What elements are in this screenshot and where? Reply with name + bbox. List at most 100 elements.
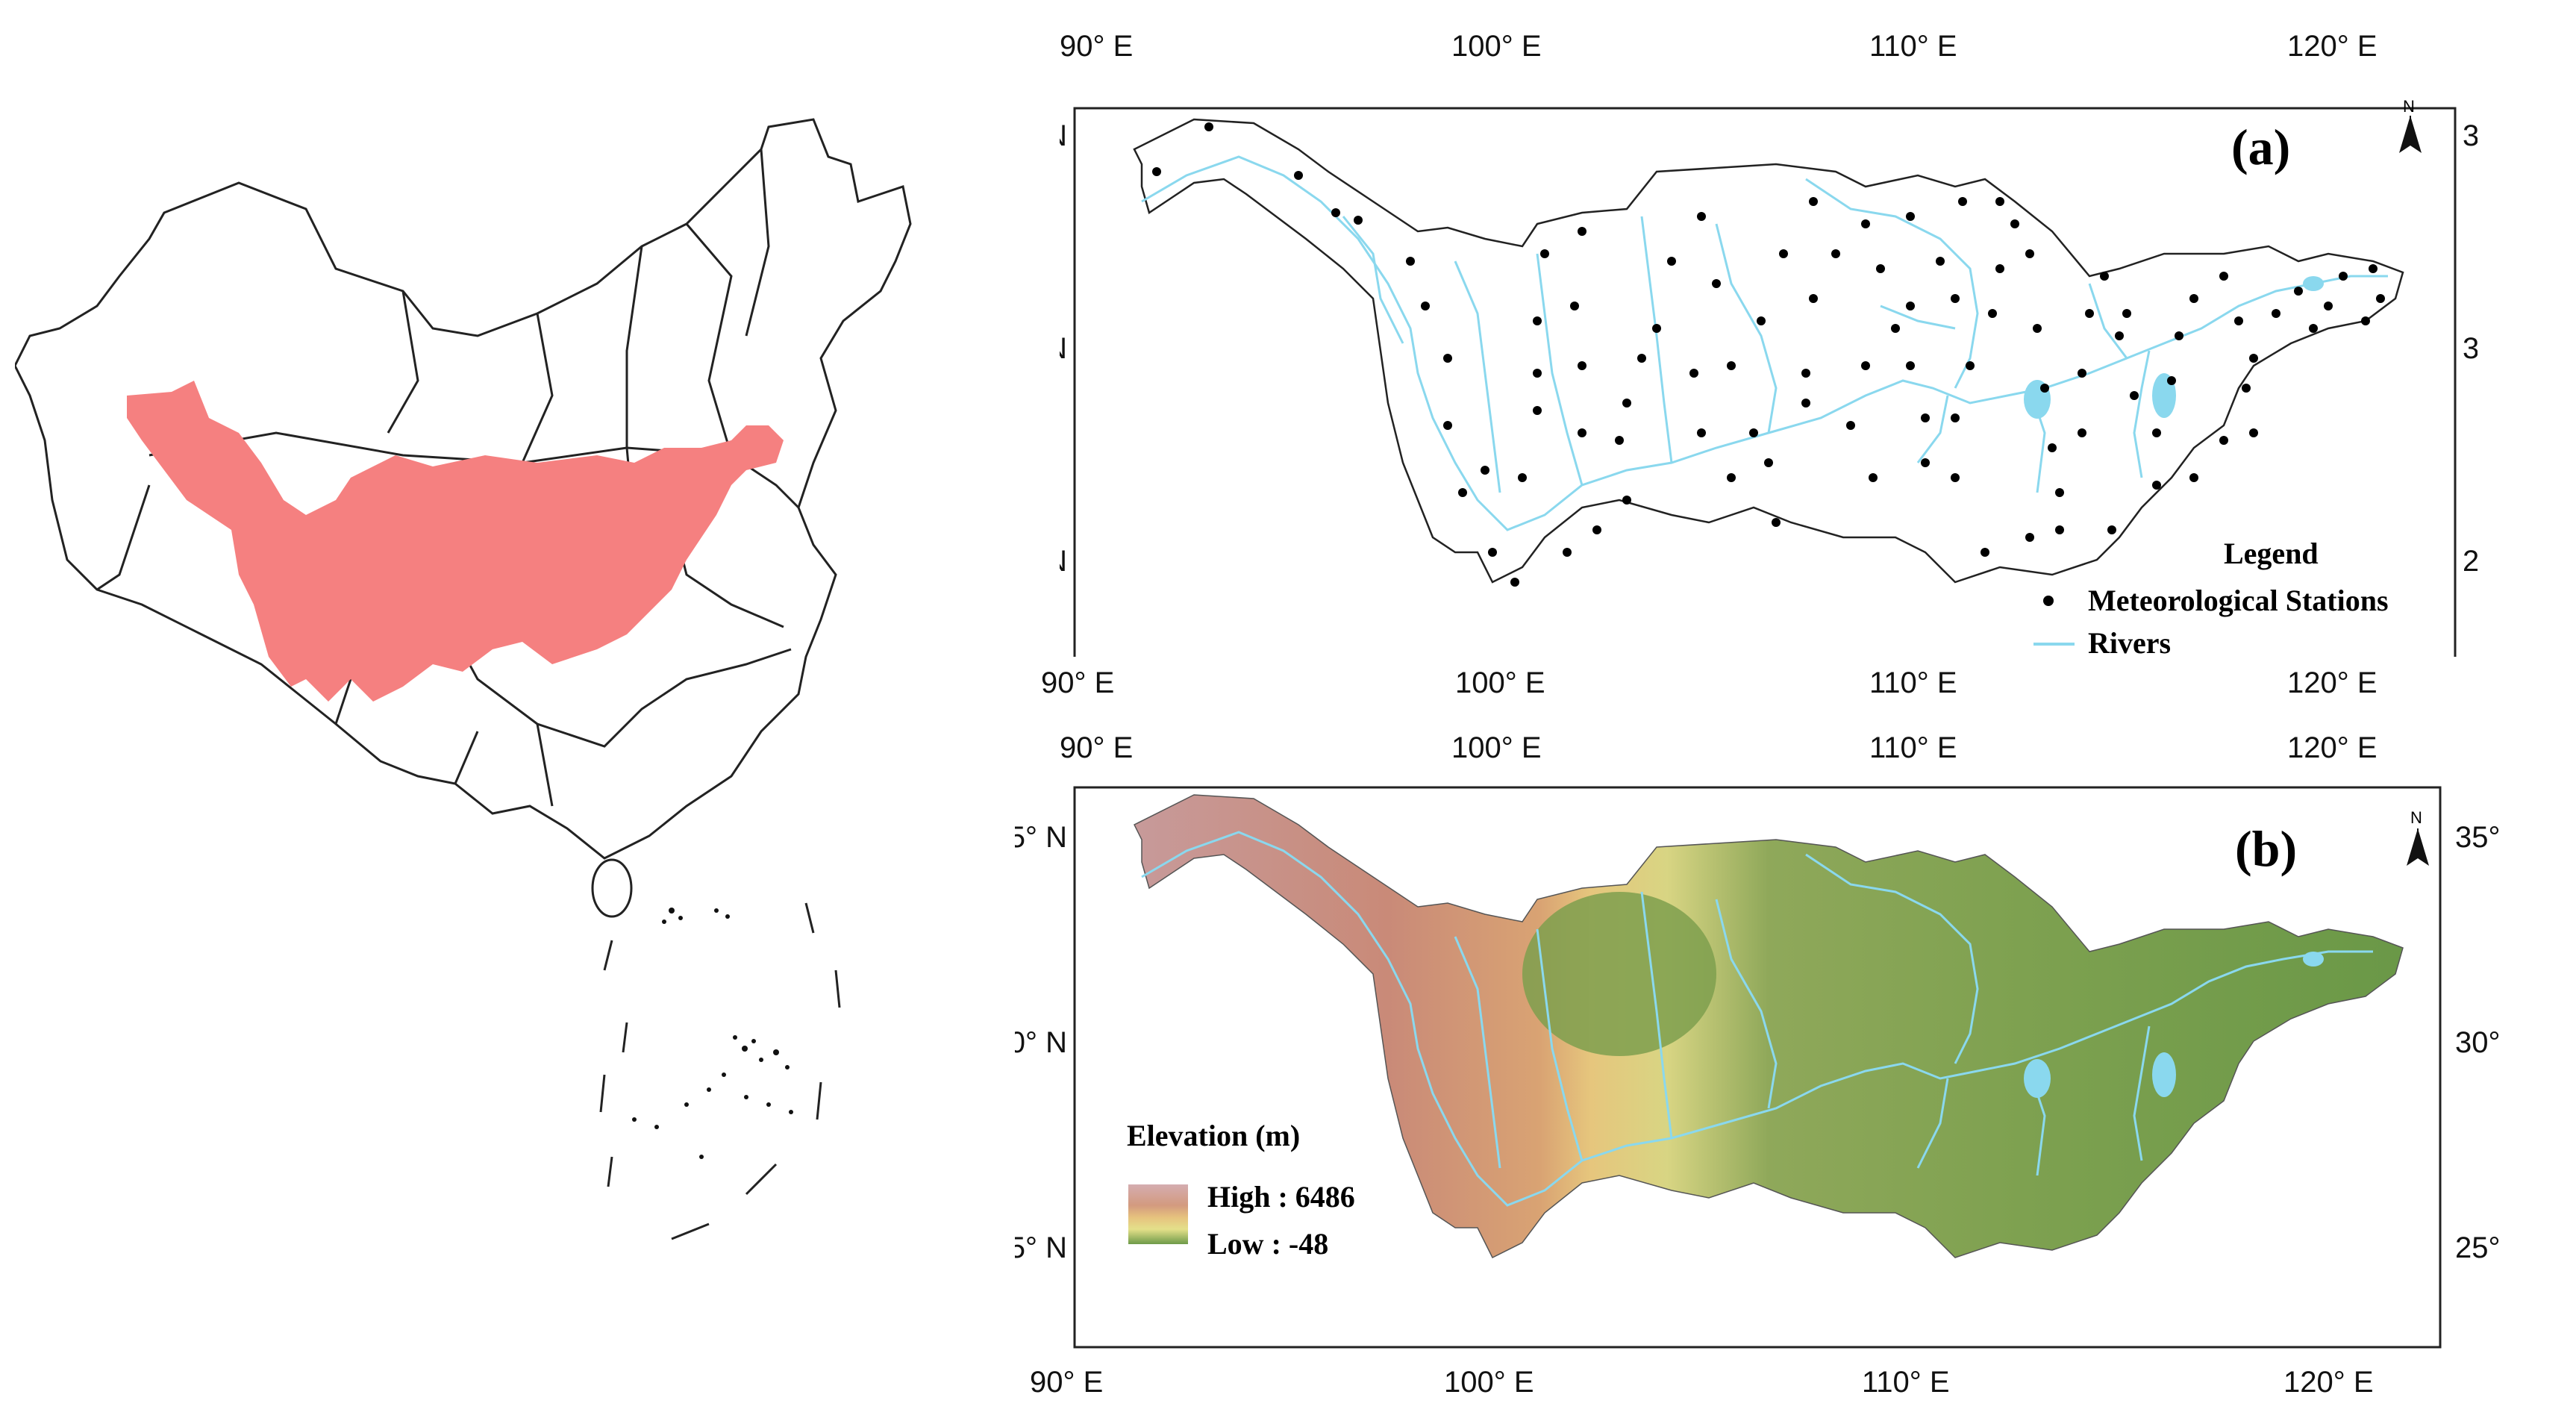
meteorological-station [1921,413,1930,422]
panel-b-elevation-legend: Elevation (m) High : 6486 Low : -48 [1127,1119,1355,1261]
meteorological-station [2025,533,2034,542]
panel-b-label: (b) [2235,820,2297,877]
meteorological-station [1488,548,1497,557]
meteorological-station [1981,548,1989,557]
panel-b-bottom-tick: 100° E [1444,1366,1534,1399]
panel-b-bottom-tick: 110° E [1862,1366,1950,1399]
legend-stations-label: Meteorological Stations [2088,584,2389,617]
meteorological-station [1578,361,1586,370]
panel-b-elevation-map: 90° E 100° E 110° E 120° E 35° N 30° N 2… [1015,731,2500,1399]
meteorological-station [1443,421,1452,430]
meteorological-station [2078,369,2086,378]
meteorological-station [1697,212,1706,221]
meteorological-station [1764,458,1773,467]
meteorological-station [2249,428,2258,437]
meteorological-station [1995,197,2004,206]
meteorological-station [2025,249,2034,258]
meteorological-station [1689,369,1698,378]
overview-map [15,118,912,1240]
meteorological-station [2219,272,2228,281]
panel-a-frame [1073,107,2457,657]
meteorological-station [2294,287,2303,296]
panel-a-stations [1152,122,2385,587]
meteorological-station [2085,309,2094,318]
meteorological-station [1921,458,1930,467]
panel-a-legend: Legend Meteorological Stations Rivers [2033,537,2389,657]
meteorological-station [1988,309,1997,318]
meteorological-station [2189,473,2198,482]
meteorological-station [2010,219,2019,228]
meteorological-station [1540,249,1549,258]
meteorological-station [2361,316,2370,325]
panel-b-left-tick: 30° N [1015,1026,1067,1059]
meteorological-station [1936,257,1945,266]
meteorological-station [1533,369,1542,378]
meteorological-station [1697,428,1706,437]
meteorological-station [1563,548,1572,557]
meteorological-station [1518,473,1527,482]
meteorological-station [1876,264,1885,273]
meteorological-station [1152,167,1161,176]
meteorological-station [1533,406,1542,415]
panel-b-top-tick: 100° E [1451,731,1542,764]
meteorological-station [2115,331,2124,340]
legend-rivers-label: Rivers [2088,626,2171,657]
meteorological-station [1727,473,1736,482]
meteorological-station [2152,428,2161,437]
meteorological-station [1906,212,1915,221]
panel-b-right-tick: 30° N [2455,1026,2500,1059]
meteorological-station [1951,294,1960,303]
panel-a-bottom-tick: 110° E [1869,666,1957,699]
meteorological-station [1652,324,1661,333]
south-sea-islands [632,908,793,1159]
meteorological-station [1861,361,1870,370]
meteorological-station [1831,249,1840,258]
meteorological-station [1958,197,1967,206]
panel-a-right-tick: 30° N [2463,332,2477,365]
panel-a-bottom-tick: 120° E [2287,666,2378,699]
panel-b-rivers [1141,831,2373,1207]
panel-a-left-tick: 35° N [1060,119,1067,152]
meteorological-station [2048,443,2057,452]
meteorological-station [1622,399,1631,408]
meteorological-station [2107,525,2116,534]
meteorological-station [1891,324,1900,333]
panel-a-station-map: 90° E 100° E 110° E 120° E 35° N 30° N 2… [1060,30,2477,657]
panel-a-right-tick: 35° N [2463,119,2477,152]
meteorological-station [2234,316,2243,325]
meteorological-station [2100,272,2109,281]
panel-a-top-tick: 110° E [1869,30,1957,63]
panel-b-left-tick: 35° N [1015,821,1067,854]
panel-a-left-tick: 30° N [1060,332,1067,365]
meteorological-station [1615,436,1624,445]
meteorological-station [1951,473,1960,482]
meteorological-station [2219,436,2228,445]
panel-b-north-arrow: N [2407,808,2429,866]
meteorological-station [2369,264,2378,273]
panel-b-top-tick: 110° E [1869,731,1957,764]
panel-a-right-tick: 25° N [2463,545,2477,578]
panel-a-top-tick: 90° E [1060,30,1133,63]
panel-a-left-tick: 25° N [1060,545,1067,578]
meteorological-station [2324,302,2333,310]
meteorological-station [1204,122,1213,131]
meteorological-station [1801,369,1810,378]
meteorological-station [2055,488,2064,497]
meteorological-station [1906,302,1915,310]
elevation-color-ramp [1128,1184,1188,1244]
meteorological-station [2055,525,2064,534]
meteorological-station [1570,302,1579,310]
meteorological-station [1966,361,1975,370]
meteorological-station [1861,219,1870,228]
meteorological-station [2376,294,2385,303]
meteorological-station [2033,324,2042,333]
meteorological-station [1331,208,1340,217]
nine-dash-line [599,902,841,1240]
elevation-legend-title: Elevation (m) [1127,1119,1300,1152]
meteorological-station [1906,361,1915,370]
station-symbol [2043,596,2054,606]
meteorological-station [1846,421,1855,430]
north-label: N [2403,97,2415,116]
yangtze-basin-region [127,381,784,702]
meteorological-station [2040,384,2049,393]
